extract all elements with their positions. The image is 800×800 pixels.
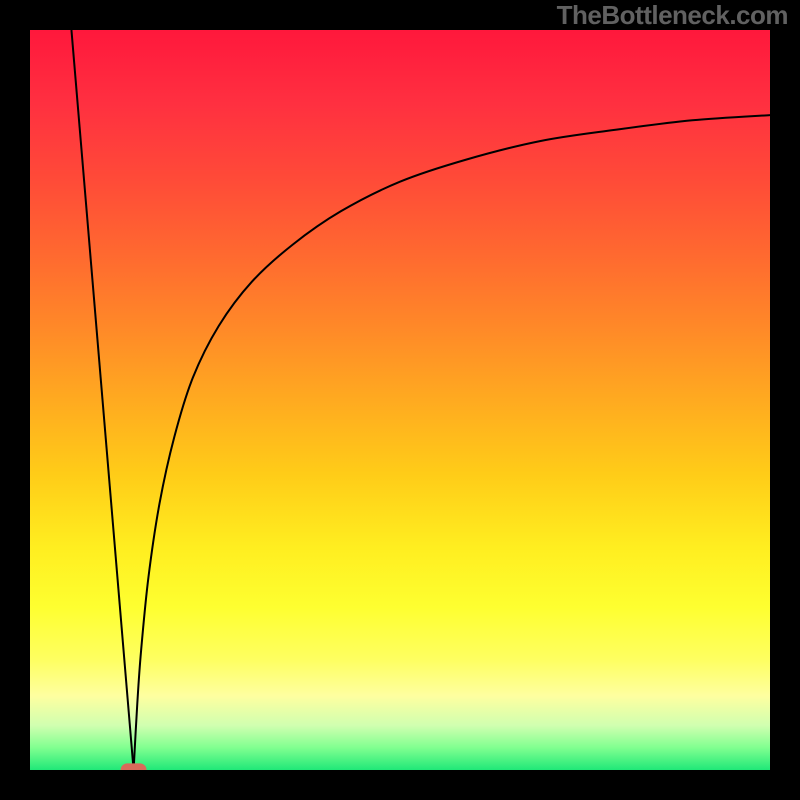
curve-overlay: [30, 30, 770, 770]
chart-container: TheBottleneck.com: [0, 0, 800, 800]
curve-left-branch: [71, 30, 133, 770]
min-marker: [121, 763, 147, 770]
plot-area: [30, 30, 770, 770]
watermark-text: TheBottleneck.com: [557, 0, 788, 31]
curve-right-branch: [134, 115, 770, 770]
